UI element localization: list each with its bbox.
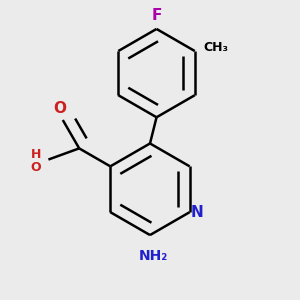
Text: O: O: [54, 101, 67, 116]
Text: NH₂: NH₂: [139, 249, 168, 263]
Text: F: F: [152, 8, 162, 23]
Text: CH₃: CH₃: [204, 41, 229, 54]
Text: N: N: [190, 205, 203, 220]
Text: H
O: H O: [31, 148, 41, 174]
